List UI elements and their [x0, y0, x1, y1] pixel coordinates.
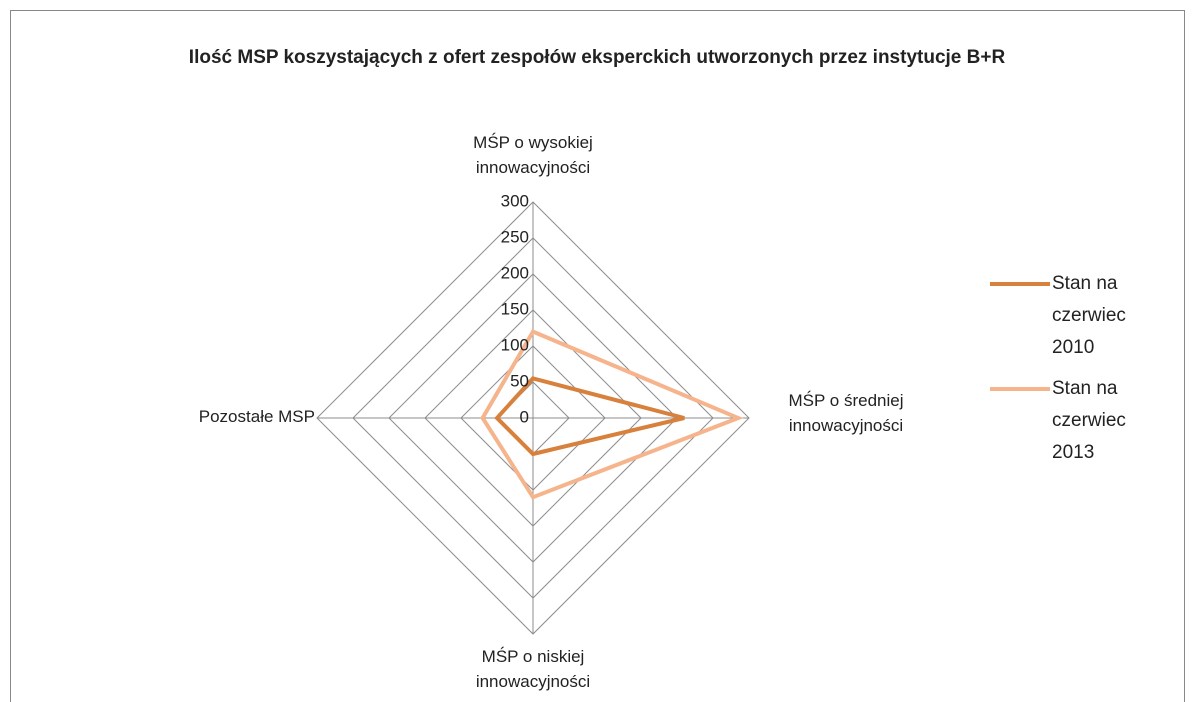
category-label: MŚP o niskiej innowacyjności: [475, 647, 591, 691]
legend-label: Stan na czerwiec 2013: [1052, 378, 1126, 463]
r-tick-label: 100: [501, 335, 529, 354]
r-tick-label: 200: [501, 263, 529, 282]
r-tick-label: 300: [501, 191, 529, 210]
r-tick-label: 50: [510, 371, 529, 390]
category-label: MŚP o wysokiej innowacyjności: [473, 133, 593, 177]
category-label: MŚP o średniej innowacyjności: [788, 391, 904, 435]
r-tick-label: 250: [501, 227, 529, 246]
r-tick-label: 150: [501, 299, 529, 318]
series-line: [494, 376, 685, 457]
category-label: Pozostałe MSP: [198, 407, 315, 426]
r-tick-label: 0: [520, 407, 529, 426]
series-line: [480, 329, 744, 500]
legend-label: Stan na czerwiec 2010: [1052, 273, 1126, 358]
chart-border: [10, 10, 1185, 702]
chart-title: Ilość MSP koszystających z ofert zespołó…: [188, 47, 1006, 68]
